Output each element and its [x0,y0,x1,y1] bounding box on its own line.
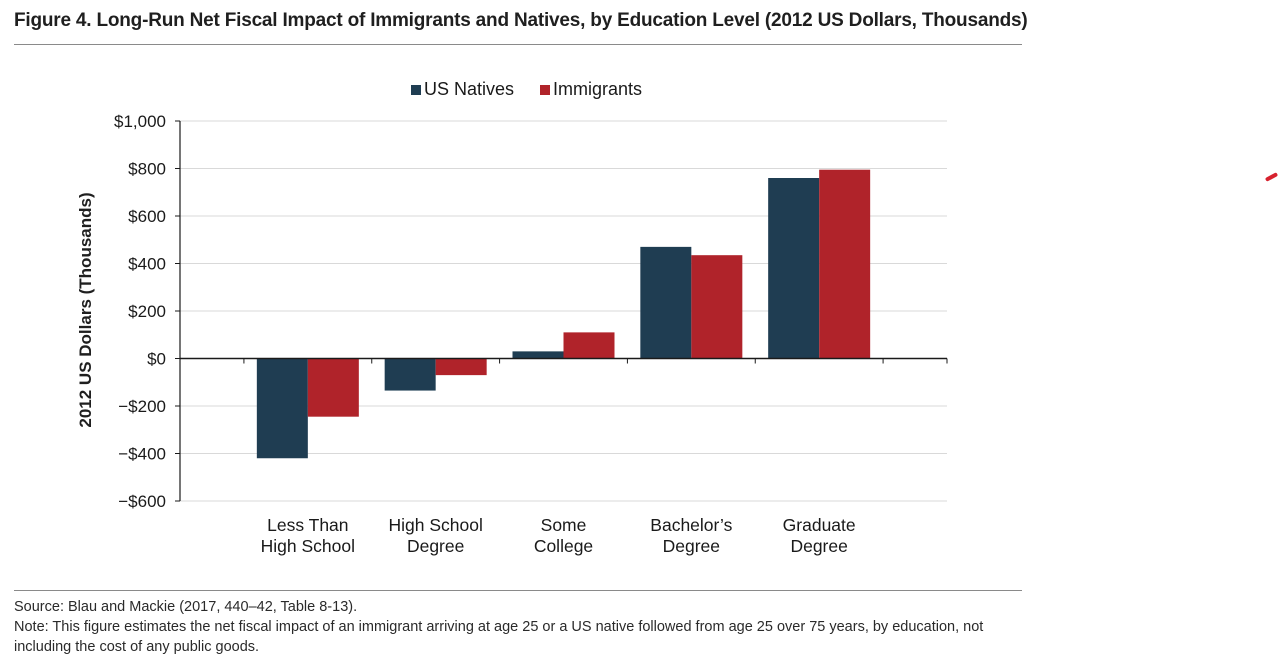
bar-us-natives [256,358,308,459]
bar-us-natives [768,178,820,359]
x-tick-label: College [534,536,593,556]
x-tick-label: Degree [790,536,847,556]
y-tick-label: −$200 [118,397,166,416]
bar-immigrants [819,169,871,359]
y-tick-labels: $1,000 $800 $600 $400 $200 $0 −$200 −$400 −$600 [114,112,166,511]
bar-immigrants [435,358,487,376]
note-text: Note: This figure estimates the net fisc… [14,619,984,655]
source-notes: Source: Blau and Mackie (2017, 440–42, T… [14,597,1024,657]
bar-us-natives [384,358,436,391]
y-tick-label: $0 [147,350,166,369]
legend: US Natives Immigrants [411,79,642,99]
axes [175,120,948,502]
y-axis-label: 2012 US Dollars (Thousands) [76,192,95,427]
x-tick-label: Some [541,515,587,535]
x-tick-label: Less Than [267,515,348,535]
legend-label: Immigrants [553,79,642,99]
x-tick-label: Graduate [783,515,856,535]
legend-swatch [411,85,421,95]
bar-immigrants [307,358,359,417]
y-tick-label: $600 [128,207,166,226]
bar-immigrants [563,332,615,359]
bar-us-natives [640,246,692,359]
bar-us-natives [512,351,564,359]
source-text: Source: Blau and Mackie (2017, 440–42, T… [14,599,358,615]
bar-chart: $1,000$800$600$400$200$0−$200−$400−$600 … [76,79,948,556]
bar-immigrants [691,255,743,359]
x-tick-label: High School [261,536,355,556]
title-divider [14,44,1022,45]
x-tick-label: Degree [663,536,720,556]
x-tick-label: High School [388,515,482,535]
y-tick-label: −$600 [118,492,166,511]
bars [256,169,871,459]
source-divider [14,590,1022,591]
legend-swatch [540,85,550,95]
x-tick-label: Bachelor’s [650,515,732,535]
y-tick-label: −$400 [118,445,166,464]
x-tick-label: Degree [407,536,464,556]
figure-title: Figure 4. Long-Run Net Fiscal Impact of … [14,10,1028,31]
y-tick-label: $400 [128,255,166,274]
y-tick-label: $1,000 [114,112,166,131]
y-tick-label: $200 [128,302,166,321]
y-tick-label: $800 [128,160,166,179]
legend-label: US Natives [424,79,514,99]
grid-lines [180,120,947,502]
